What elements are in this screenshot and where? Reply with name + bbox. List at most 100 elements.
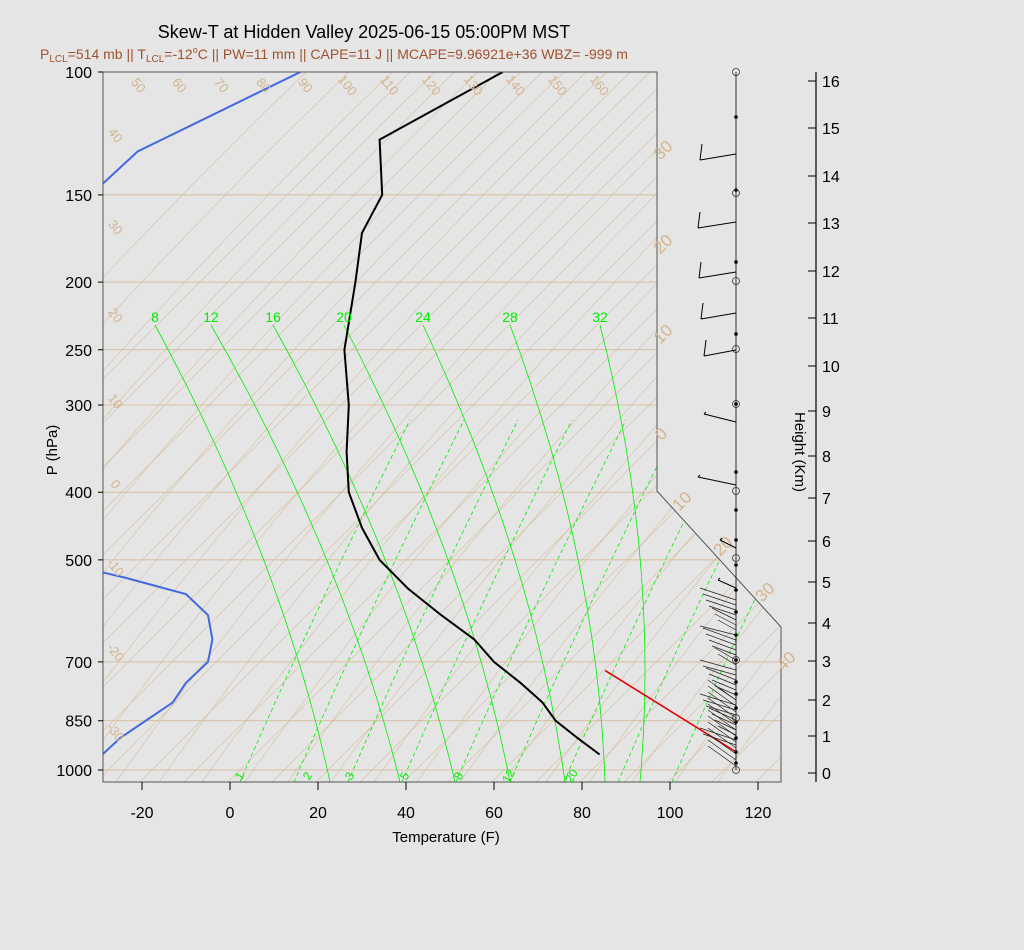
mixing-ratio-label: 24 xyxy=(415,309,431,325)
wind-barb-low xyxy=(711,645,737,656)
isotherm xyxy=(183,72,781,782)
subtitle-plcl-sub: LCL xyxy=(49,54,68,65)
wind-level-dot xyxy=(734,610,738,614)
isotherm xyxy=(103,72,411,782)
dry-adiabat-label: 40 xyxy=(105,125,126,146)
wind-barb-low xyxy=(702,627,737,641)
wind-barb-low xyxy=(708,673,737,686)
wind-level-circle xyxy=(732,345,740,353)
wind-level-dot xyxy=(734,260,738,264)
wind-level-circle xyxy=(732,400,740,408)
wind-barbs xyxy=(697,68,740,774)
dry-adiabat-label: 150 xyxy=(545,72,570,98)
mixing-ratio-label: 20 xyxy=(562,766,581,785)
dry-adiabat xyxy=(588,72,781,782)
wind-level-circle xyxy=(732,766,740,774)
wind-barb xyxy=(699,153,737,161)
wind-barb-low xyxy=(707,703,737,725)
wind-barb-feather xyxy=(699,143,703,161)
isotherm xyxy=(103,72,719,782)
wind-barb-low xyxy=(707,679,737,701)
pressure-tick-label: 1000 xyxy=(56,763,92,780)
x-axis-label: Temperature (F) xyxy=(392,829,500,846)
height-tick-label: 13 xyxy=(822,216,840,233)
mixing-ratio-line xyxy=(154,324,331,782)
wind-barb-low xyxy=(702,665,737,676)
height-tick-label: 8 xyxy=(822,449,831,466)
mixing-ratio-line xyxy=(272,324,456,782)
pressure-tick-label: 250 xyxy=(65,343,92,360)
wind-barb xyxy=(697,221,737,229)
skewt-labels: 50 60 70 80 90 100 110 120 130 140 150 160403020100… xyxy=(104,72,800,785)
pressure-tick-label: 500 xyxy=(65,553,92,570)
mixing-ratio-label: 2 xyxy=(300,769,316,782)
isotherm xyxy=(103,72,499,782)
dry-adiabat-label: 70 xyxy=(211,75,232,96)
chart-subtitle: PLCL=514 mb || TLCL=-12oC || PW=11 mm ||… xyxy=(40,45,628,65)
isotherm xyxy=(103,72,543,782)
wind-level-circle xyxy=(732,714,740,722)
dry-adiabat xyxy=(103,72,479,782)
wind-barb-feather xyxy=(703,411,707,415)
dry-adiabat xyxy=(330,72,781,782)
subtitle-tlcl-val: =-12 xyxy=(164,46,193,62)
mixing-ratio-line xyxy=(343,324,511,782)
moist-adiabat-label: 0 xyxy=(651,424,671,444)
dry-adiabat-label: 140 xyxy=(503,72,528,98)
height-tick-label: 14 xyxy=(822,169,840,186)
isotherm xyxy=(667,72,781,782)
wind-barb-low xyxy=(705,599,737,611)
moist-adiabat xyxy=(239,419,411,782)
temp-tick-label: 120 xyxy=(745,805,772,822)
wind-barb-low xyxy=(707,745,737,767)
wind-barb-low xyxy=(699,625,737,636)
moist-adiabat-label: 40 xyxy=(773,648,800,675)
temp-tick-label: 20 xyxy=(309,805,327,822)
wind-barb-low xyxy=(707,691,737,713)
wind-barb-feather xyxy=(703,339,707,357)
wind-barb-low xyxy=(707,727,737,749)
wind-level-circle xyxy=(732,487,740,495)
wind-barb-feather xyxy=(700,302,704,320)
pressure-tick-label: 400 xyxy=(65,485,92,502)
moist-adiabat-label: 10 xyxy=(650,321,677,348)
dry-adiabat-label: 100 xyxy=(335,72,360,98)
wind-barb-feather xyxy=(717,577,721,581)
wind-barb xyxy=(717,579,737,589)
wind-level-dot xyxy=(734,706,738,710)
wind-level-dot xyxy=(734,402,738,406)
pressure-tick-label: 700 xyxy=(65,655,92,672)
subtitle-plcl-val: =514 mb || T xyxy=(68,46,147,62)
mixing-ratio-label: 12 xyxy=(203,309,219,325)
y-axis-label: P (hPa) xyxy=(44,425,61,476)
wind-barb xyxy=(698,271,737,279)
height-tick-label: 12 xyxy=(822,264,840,281)
wind-barb-low xyxy=(702,733,737,746)
wind-barb-low xyxy=(711,679,737,691)
moist-adiabat-label: 20 xyxy=(650,231,677,258)
wind-barb-low xyxy=(707,715,737,737)
mixing-ratio-label: 28 xyxy=(502,309,518,325)
wind-level-dot xyxy=(734,563,738,567)
dry-adiabat xyxy=(103,72,522,782)
wind-barb-low xyxy=(707,685,737,707)
wind-level-dot xyxy=(734,470,738,474)
subtitle-rest: C || PW=11 mm || CAPE=11 J || MCAPE=9.96… xyxy=(198,46,628,62)
wind-barb xyxy=(703,349,737,357)
subtitle-tlcl-sub: LCL xyxy=(146,54,165,65)
moist-adiabat-label: 30 xyxy=(752,579,779,606)
moist-adiabat xyxy=(347,419,519,782)
wind-barb xyxy=(719,539,737,549)
wind-level-circle xyxy=(732,189,740,197)
mixing-ratio-line xyxy=(599,324,646,782)
dry-adiabat-label: 120 xyxy=(419,72,444,98)
wind-level-dot xyxy=(734,692,738,696)
dry-adiabat-label: 90 xyxy=(295,75,316,96)
wind-barb-low xyxy=(714,613,737,626)
dry-adiabat xyxy=(103,72,393,782)
temp-tick-label: 60 xyxy=(485,805,503,822)
wind-level-dot xyxy=(734,680,738,684)
pressure-tick-label: 200 xyxy=(65,275,92,292)
wind-barb-feather xyxy=(719,537,723,541)
dry-adiabat xyxy=(244,72,781,782)
